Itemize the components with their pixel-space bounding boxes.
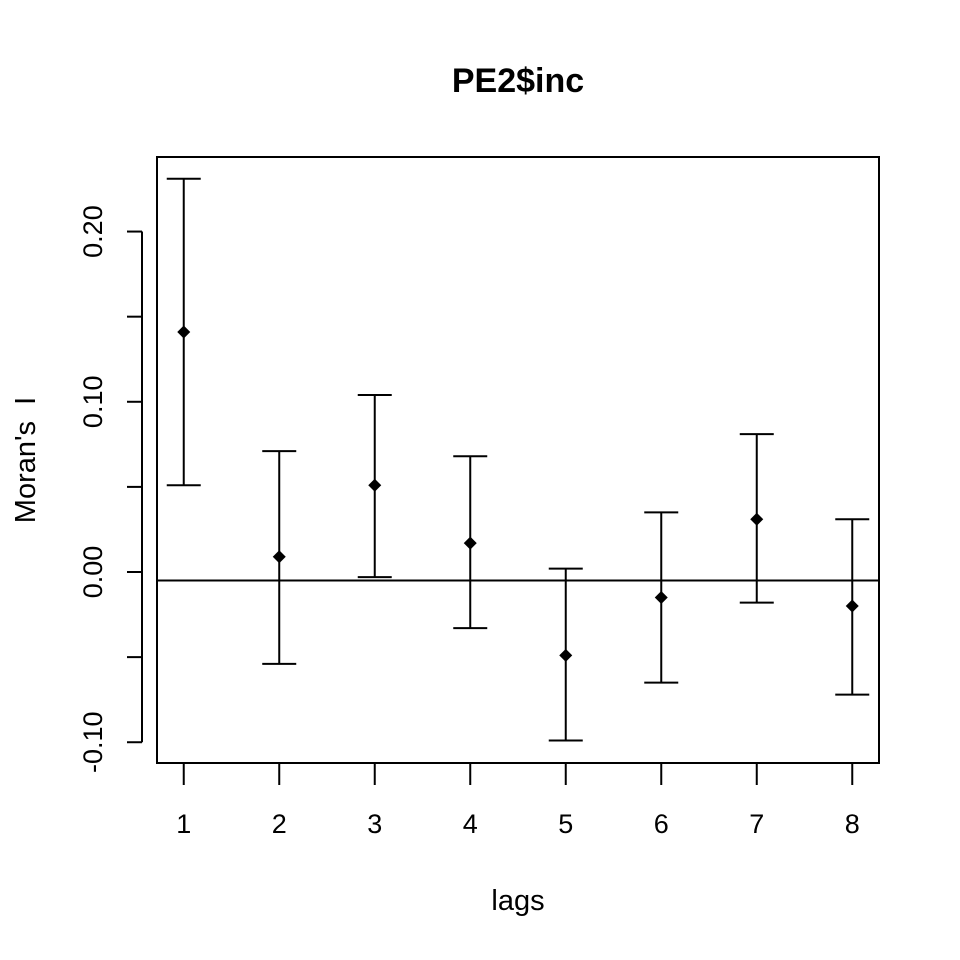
y-tick-label: 0.10 — [78, 376, 108, 429]
x-tick-label: 2 — [272, 809, 287, 839]
point-lag-7 — [750, 512, 764, 526]
x-tick-label: 8 — [845, 809, 860, 839]
errorbar-layer — [166, 177, 870, 742]
chart-title: PE2$inc — [452, 62, 584, 100]
x-tick-label: 7 — [749, 809, 764, 839]
y-axis: -0.10 0.00 0.10 0.20 — [78, 205, 143, 773]
point-lag-5 — [559, 648, 573, 662]
point-lag-2 — [272, 550, 286, 564]
plot-frame — [156, 156, 880, 764]
point-lag-3 — [368, 478, 382, 492]
x-tick-label: 5 — [558, 809, 573, 839]
y-tick-label: 0.00 — [78, 546, 108, 599]
x-tick-label: 4 — [463, 809, 478, 839]
x-tick-label: 6 — [654, 809, 669, 839]
point-lag-1 — [177, 325, 191, 339]
y-tick-label: -0.10 — [78, 711, 108, 773]
point-lag-8 — [845, 599, 859, 613]
y-tick-label: 0.20 — [78, 205, 108, 258]
point-layer — [177, 325, 859, 662]
x-axis-label: lags — [491, 885, 544, 917]
point-lag-4 — [463, 536, 477, 550]
x-axis: 1 2 3 4 5 6 7 8 — [176, 763, 860, 839]
x-tick-label: 1 — [176, 809, 191, 839]
x-tick-label: 3 — [367, 809, 382, 839]
y-axis-label: Moran's I — [10, 397, 42, 523]
point-lag-6 — [654, 591, 668, 605]
